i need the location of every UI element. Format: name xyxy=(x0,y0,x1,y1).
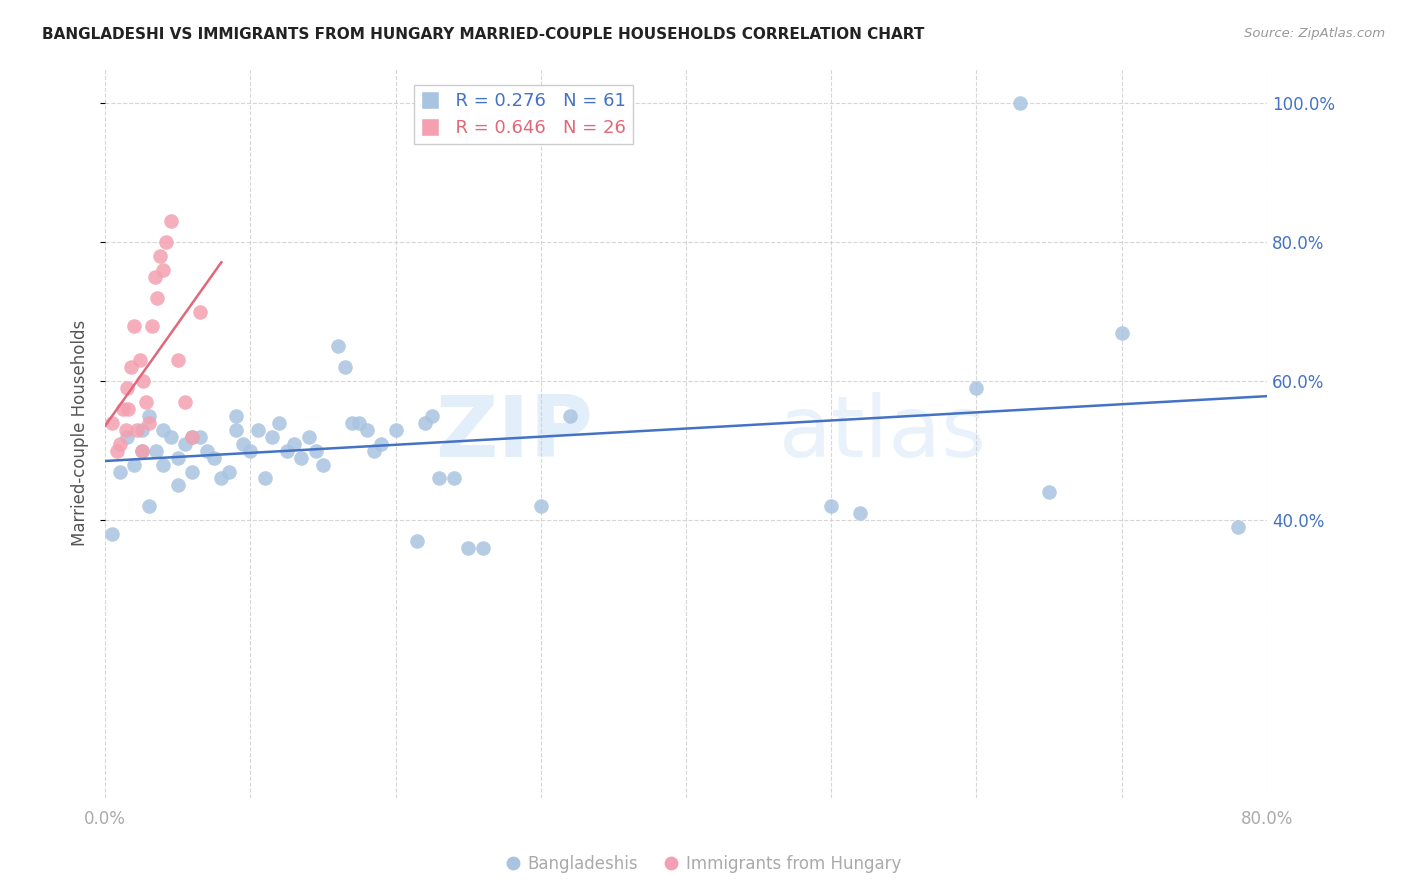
Point xyxy=(370,436,392,450)
Point xyxy=(195,443,218,458)
Point xyxy=(276,443,298,458)
Point xyxy=(143,270,166,285)
Point xyxy=(349,416,371,430)
Point xyxy=(120,360,142,375)
Point xyxy=(152,263,174,277)
Point xyxy=(159,214,181,228)
Point xyxy=(209,471,232,485)
Point xyxy=(122,458,145,472)
Point xyxy=(146,291,169,305)
Point xyxy=(246,423,269,437)
Text: Source: ZipAtlas.com: Source: ZipAtlas.com xyxy=(1244,27,1385,40)
Point xyxy=(558,409,581,423)
Point xyxy=(297,430,319,444)
Point xyxy=(166,353,188,368)
Point xyxy=(152,423,174,437)
Point xyxy=(149,249,172,263)
Point xyxy=(202,450,225,465)
Point xyxy=(326,339,349,353)
Point xyxy=(966,381,988,395)
Legend: Bangladeshis, Immigrants from Hungary: Bangladeshis, Immigrants from Hungary xyxy=(498,848,908,880)
Point xyxy=(135,395,157,409)
Point xyxy=(413,416,436,430)
Point xyxy=(471,541,494,555)
Point xyxy=(443,471,465,485)
Point xyxy=(305,443,328,458)
Point xyxy=(115,430,138,444)
Point xyxy=(849,506,872,520)
Point xyxy=(427,471,450,485)
Point xyxy=(457,541,479,555)
Point xyxy=(174,436,197,450)
Point xyxy=(340,416,363,430)
Point xyxy=(530,500,553,514)
Point xyxy=(127,423,149,437)
Point xyxy=(262,430,284,444)
Point xyxy=(218,465,240,479)
Point xyxy=(108,465,131,479)
Point xyxy=(131,443,153,458)
Point xyxy=(188,304,211,318)
Point xyxy=(166,450,188,465)
Point xyxy=(420,409,443,423)
Point xyxy=(269,416,291,430)
Point xyxy=(138,409,160,423)
Point xyxy=(141,318,163,333)
Point xyxy=(166,478,188,492)
Point xyxy=(105,443,128,458)
Y-axis label: Married-couple Households: Married-couple Households xyxy=(72,320,89,547)
Point xyxy=(155,235,177,250)
Point xyxy=(111,402,134,417)
Point xyxy=(232,436,254,450)
Point xyxy=(101,416,124,430)
Point xyxy=(101,527,124,541)
Point xyxy=(174,395,197,409)
Point xyxy=(152,458,174,472)
Point xyxy=(188,430,211,444)
Point xyxy=(225,423,247,437)
Point xyxy=(117,402,139,417)
Point xyxy=(363,443,385,458)
Point xyxy=(384,423,406,437)
Point xyxy=(1038,485,1060,500)
Point xyxy=(820,500,842,514)
Point xyxy=(131,443,153,458)
Point xyxy=(356,423,378,437)
Point xyxy=(1226,520,1249,534)
Point xyxy=(312,458,335,472)
Point xyxy=(145,443,167,458)
Point xyxy=(129,353,152,368)
Point xyxy=(239,443,262,458)
Legend:   R = 0.276   N = 61,   R = 0.646   N = 26: R = 0.276 N = 61, R = 0.646 N = 26 xyxy=(413,85,633,145)
Point xyxy=(333,360,356,375)
Point xyxy=(253,471,276,485)
Point xyxy=(114,423,136,437)
Point xyxy=(138,500,160,514)
Point xyxy=(283,436,305,450)
Text: ZIP: ZIP xyxy=(436,392,593,475)
Point xyxy=(131,423,153,437)
Point xyxy=(290,450,312,465)
Point xyxy=(1111,326,1133,340)
Point xyxy=(108,436,131,450)
Point xyxy=(132,374,155,388)
Point xyxy=(181,465,204,479)
Point xyxy=(181,430,204,444)
Point xyxy=(115,381,138,395)
Point xyxy=(159,430,181,444)
Point xyxy=(225,409,247,423)
Text: atlas: atlas xyxy=(779,392,987,475)
Text: BANGLADESHI VS IMMIGRANTS FROM HUNGARY MARRIED-COUPLE HOUSEHOLDS CORRELATION CHA: BANGLADESHI VS IMMIGRANTS FROM HUNGARY M… xyxy=(42,27,925,42)
Point xyxy=(138,416,160,430)
Point xyxy=(122,318,145,333)
Point xyxy=(406,534,429,549)
Point xyxy=(1008,96,1031,111)
Point xyxy=(181,430,204,444)
